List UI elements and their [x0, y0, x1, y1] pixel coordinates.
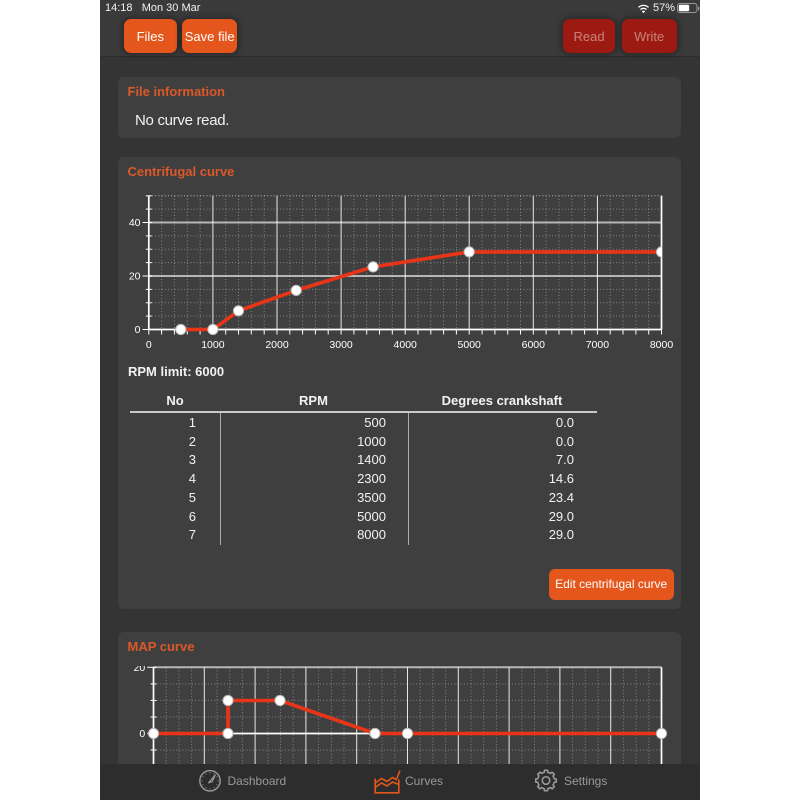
svg-text:0: 0 [139, 728, 145, 740]
svg-text:3000: 3000 [329, 339, 353, 351]
svg-text:1000: 1000 [201, 339, 225, 351]
svg-text:0: 0 [135, 324, 141, 336]
svg-text:20: 20 [134, 661, 146, 673]
svg-text:7000: 7000 [586, 339, 610, 351]
svg-text:5000: 5000 [458, 339, 482, 351]
svg-text:2000: 2000 [265, 339, 289, 351]
svg-text:6000: 6000 [522, 339, 546, 351]
svg-text:8000: 8000 [650, 339, 674, 351]
svg-text:20: 20 [129, 270, 141, 282]
svg-text:4000: 4000 [394, 339, 418, 351]
svg-text:40: 40 [129, 217, 141, 229]
svg-text:0: 0 [146, 339, 152, 351]
